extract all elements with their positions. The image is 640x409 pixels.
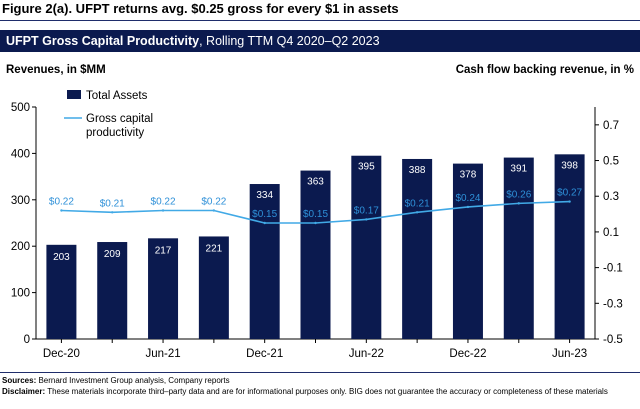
legend-label-gross-capital: Gross capital [86,113,153,125]
line-point [60,209,63,212]
x-axis-tick-label: Dec-21 [246,348,283,360]
right-axis-title: Cash flow backing revenue, in % [455,64,634,76]
line-point [212,209,216,212]
figure-title: Figure 2(a). UFPT returns avg. $0.25 gro… [2,1,399,16]
line-point [517,202,520,205]
line-value-label: $0.24 [455,193,480,204]
right-axis-tick-label: 0.5 [603,156,619,168]
right-axis-tick-label: -0.3 [603,298,623,310]
sources-label: Sources: [2,376,37,385]
banner-title-bold: UFPT Gross Capital Productivity [6,34,200,48]
line-value-label: $0.21 [405,198,430,209]
bar-total-assets [249,184,280,339]
left-axis-tick-label: 0 [24,334,30,346]
bar-value-label: 203 [53,252,70,263]
x-axis-tick-label: Dec-20 [43,348,80,360]
chart-banner: UFPT Gross Capital Productivity, Rolling… [0,30,640,52]
line-point [161,209,165,212]
bar-total-assets [503,157,534,339]
banner-title-rest: , Rolling TTM Q4 2020–Q2 2023 [199,34,380,48]
line-point [466,205,470,209]
line-value-label: $0.15 [252,209,277,220]
line-value-label: $0.22 [49,197,74,208]
disclaimer-label: Disclaimer: [2,387,46,396]
line-point [314,221,317,225]
legend-label-productivity: productivity [86,127,144,139]
bar-value-label: 378 [460,170,477,181]
x-axis-tick-label: Jun-22 [349,348,384,360]
bar-value-label: 391 [510,164,527,175]
bar-value-label: 221 [206,243,223,254]
sources-text: Bernard Investment Group analysis, Compa… [36,376,230,385]
disclaimer-note: Disclaimer: These materials incorporate … [2,387,622,397]
left-axis-tick-label: 300 [11,195,30,207]
line-value-label: $0.26 [506,189,531,200]
disclaimer-text: These materials incorporate third–party … [45,387,608,396]
bar-total-assets [452,163,483,339]
title-rule [0,20,640,21]
right-axis-tick-label: 0.7 [603,120,619,132]
line-value-label: $0.17 [354,205,379,216]
left-axis-tick-label: 100 [11,288,30,300]
right-axis-tick-label: 0.1 [603,227,619,239]
bar-value-label: 209 [104,249,121,260]
legend-label-total-assets: Total Assets [86,90,148,102]
bar-total-assets [148,238,179,339]
x-axis-tick-label: Jun-21 [145,348,180,360]
line-point [568,200,571,203]
bar-value-label: 388 [409,165,426,176]
bar-value-label: 363 [307,177,324,188]
line-value-label: $0.22 [151,197,176,208]
line-point [263,221,266,225]
right-axis-tick-label: 0.3 [603,191,619,203]
left-axis-title: Revenues, in $MM [6,64,106,76]
line-value-label: $0.21 [100,198,125,209]
left-axis-tick-label: 200 [11,241,30,253]
x-axis-tick-label: Dec-22 [449,348,486,360]
line-point [365,218,368,221]
bar-value-label: 217 [155,245,172,256]
line-value-label: $0.22 [201,197,226,208]
line-value-label: $0.15 [303,209,328,220]
bar-value-label: 398 [561,160,578,171]
line-point [415,211,419,214]
bar-total-assets [300,170,331,339]
left-axis-tick-label: 500 [11,102,30,114]
bar-total-assets [554,154,585,339]
footer-rule [0,372,640,373]
sources-note: Sources: Bernard Investment Group analys… [2,376,622,386]
left-axis-tick-label: 400 [11,148,30,160]
line-point [111,211,114,214]
bar-value-label: 334 [256,190,273,201]
bar-value-label: 395 [358,162,375,173]
bar-total-assets [46,244,77,339]
bar-total-assets [198,236,229,339]
chart-svg: 0 100 200 300 400 500 -0.5 -0.3 -0.1 0.1 0.3 0.5 0.7… [11,90,623,360]
legend-swatch-total-assets [67,90,81,99]
right-axis-tick-label: -0.5 [603,334,623,346]
line-value-label: $0.27 [557,188,582,199]
bar-total-assets [97,242,128,339]
x-axis-tick-label: Jun-23 [552,348,587,360]
right-axis-tick-label: -0.1 [603,263,623,275]
bar-total-assets [402,158,433,339]
bar-total-assets [351,155,382,339]
